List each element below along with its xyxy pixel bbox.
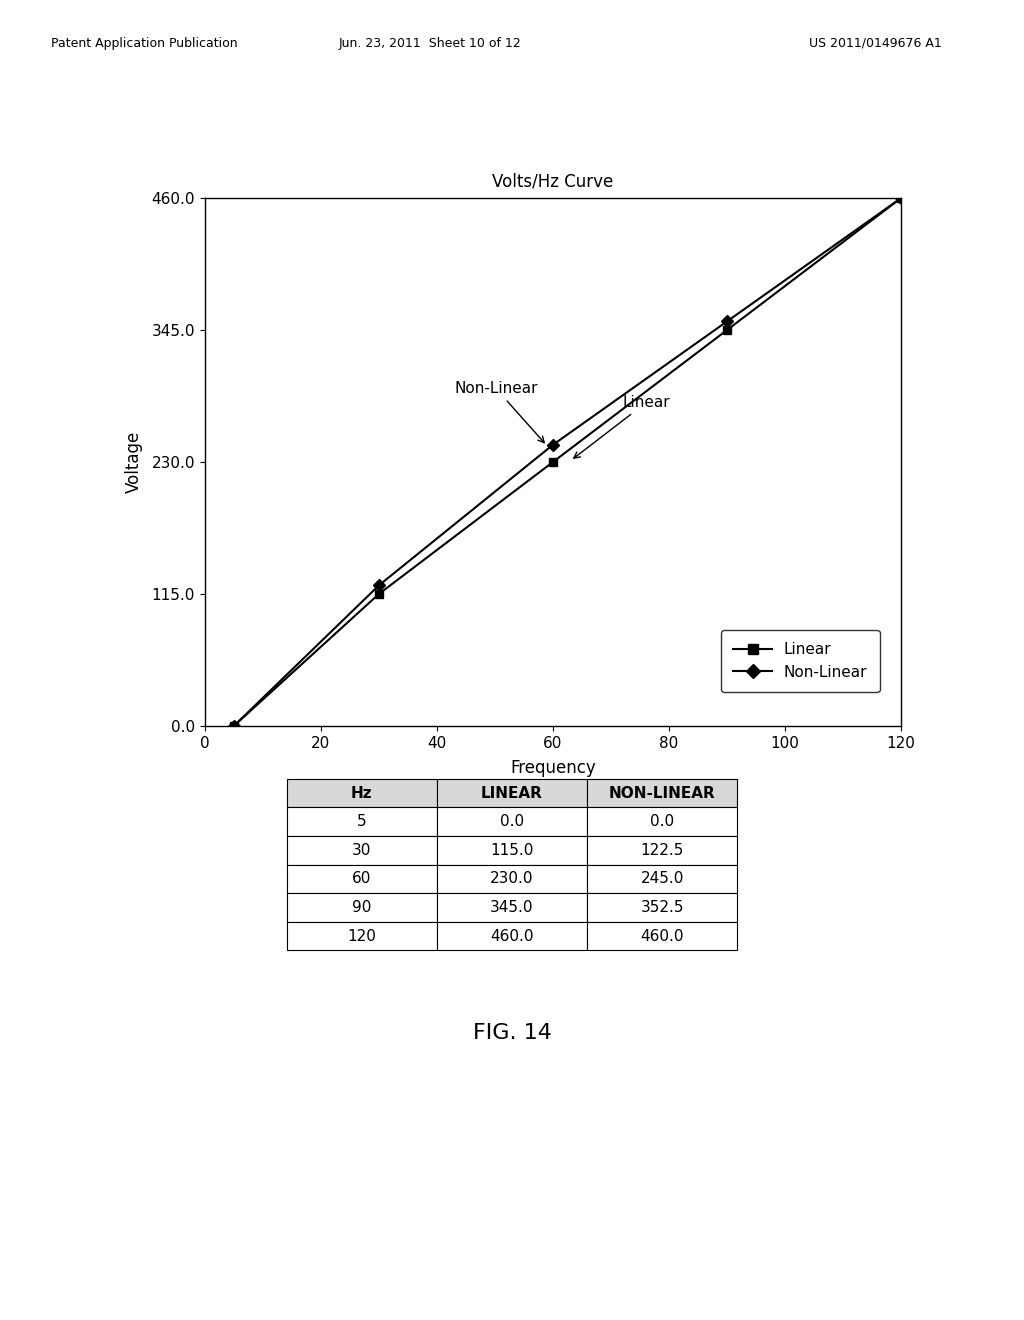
Non-Linear [547, 437, 559, 453]
Text: Linear: Linear [573, 395, 671, 458]
Linear [547, 454, 559, 470]
Y-axis label: Voltage: Voltage [125, 430, 143, 494]
Line: Non-Linear: Non-Linear [229, 194, 905, 730]
X-axis label: Frequency: Frequency [510, 759, 596, 777]
Non-Linear [373, 577, 385, 593]
Text: US 2011/0149676 A1: US 2011/0149676 A1 [809, 37, 942, 50]
Title: Volts/Hz Curve: Volts/Hz Curve [493, 173, 613, 191]
Line: Linear: Linear [229, 194, 905, 730]
Legend: Linear, Non-Linear: Linear, Non-Linear [721, 630, 880, 692]
Text: Non-Linear: Non-Linear [455, 381, 545, 442]
Linear [721, 322, 733, 338]
Linear [227, 718, 240, 734]
Linear [895, 190, 907, 206]
Text: FIG. 14: FIG. 14 [472, 1023, 552, 1043]
Non-Linear [895, 190, 907, 206]
Text: Patent Application Publication: Patent Application Publication [51, 37, 238, 50]
Non-Linear [227, 718, 240, 734]
Text: Jun. 23, 2011  Sheet 10 of 12: Jun. 23, 2011 Sheet 10 of 12 [339, 37, 521, 50]
Non-Linear [721, 313, 733, 329]
Linear [373, 586, 385, 602]
